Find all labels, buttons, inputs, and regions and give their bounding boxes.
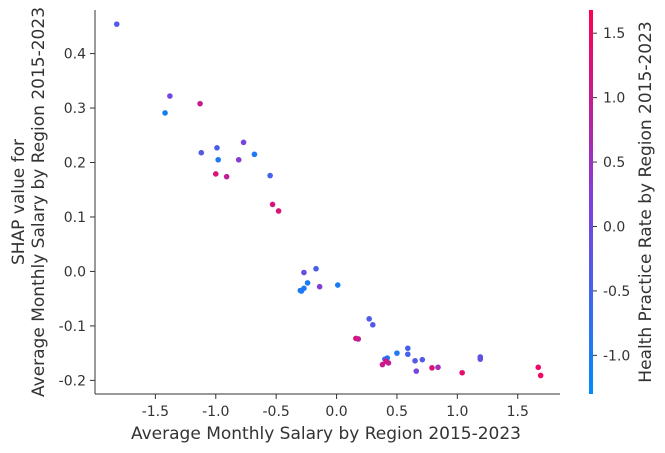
- scatter-point: [269, 201, 276, 208]
- scatter-point: [275, 208, 282, 214]
- colorbar-tick-label: 0.5: [603, 155, 625, 171]
- y-axis-title-line-1: SHAP value for: [9, 139, 29, 265]
- x-tick-label: 0.0: [325, 404, 347, 420]
- scatter-point: [535, 364, 542, 371]
- scatter-point: [379, 361, 386, 368]
- y-tick-label: -0.2: [59, 373, 86, 389]
- scatter-point: [113, 21, 120, 27]
- scatter-points: [113, 21, 544, 379]
- scatter-point: [223, 173, 230, 180]
- scatter-point: [366, 316, 372, 322]
- y-ticks: 0.4 0.3 0.2 0.1 0.0 -0.1 -0.2: [59, 47, 95, 389]
- scatter-point: [413, 368, 420, 374]
- scatter-point: [251, 151, 258, 158]
- y-axis-title: SHAP value for Average Monthly Salary by…: [9, 7, 49, 397]
- x-ticks: -1.5 -1.0 -0.5 0.0 0.5 1.0 1.5: [142, 394, 529, 420]
- scatter-point: [197, 100, 203, 107]
- scatter-point: [405, 351, 411, 358]
- scatter-point: [301, 269, 307, 276]
- scatter-point: [316, 283, 323, 290]
- scatter-point: [477, 356, 484, 362]
- y-tick-label: 0.3: [64, 101, 86, 117]
- y-tick-label: 0.2: [64, 156, 86, 172]
- plot-area: -1.5 -1.0 -0.5 0.0 0.5 1.0 1.5 0.4 0.3 0.2 0.1 0.0…: [59, 10, 560, 420]
- scatter-point: [304, 280, 311, 286]
- y-tick-label: 0.1: [64, 210, 86, 226]
- x-tick-label: 1.0: [446, 404, 468, 420]
- scatter-point: [405, 345, 411, 352]
- scatter-point: [198, 149, 205, 156]
- scatter-point: [334, 282, 341, 288]
- colorbar-tick-label: 0.0: [603, 219, 625, 235]
- colorbar: 1.5 1.0 0.5 0.0 -0.5 -1.0 Health Practice Rat…: [589, 10, 656, 394]
- colorbar-gradient: [589, 10, 593, 394]
- x-tick-label: -0.5: [263, 404, 290, 420]
- y-tick-label: -0.1: [59, 319, 86, 335]
- colorbar-tick-label: -1.0: [603, 348, 630, 364]
- scatter-point: [385, 360, 392, 366]
- scatter-point: [537, 372, 544, 379]
- x-tick-label: -1.0: [202, 404, 229, 420]
- scatter-point: [162, 110, 168, 116]
- y-tick-label: 0.0: [64, 264, 86, 280]
- x-axis-title: Average Monthly Salary by Region 2015-20…: [131, 424, 521, 444]
- scatter-point: [240, 139, 247, 146]
- scatter-point: [212, 171, 219, 177]
- y-tick-label: 0.4: [64, 47, 86, 63]
- scatter-point: [215, 156, 221, 163]
- x-tick-label: -1.5: [142, 404, 169, 420]
- scatter-point: [435, 364, 441, 371]
- scatter-point: [298, 288, 305, 294]
- y-axis-title-line-2: Average Monthly Salary by Region 2015-20…: [29, 7, 49, 397]
- scatter-point: [369, 322, 376, 328]
- scatter-point: [355, 336, 362, 342]
- scatter-point: [214, 145, 220, 151]
- scatter-point: [167, 93, 173, 99]
- scatter-point: [313, 265, 319, 272]
- scatter-point: [394, 350, 400, 356]
- colorbar-title: Health Practice Rate by Region 2015-2023: [636, 21, 656, 382]
- colorbar-tick-label: 1.5: [603, 26, 625, 42]
- colorbar-tick-label: 1.0: [603, 91, 625, 107]
- scatter-point: [419, 356, 426, 363]
- scatter-point: [267, 172, 273, 179]
- scatter-point: [235, 156, 242, 163]
- x-tick-label: 1.5: [507, 404, 529, 420]
- scatter-point: [412, 357, 418, 364]
- colorbar-ticks: 1.5 1.0 0.5 0.0 -0.5 -1.0: [593, 26, 630, 364]
- scatter-point: [429, 365, 435, 371]
- x-tick-label: 0.5: [386, 404, 408, 420]
- scatter-point: [459, 369, 465, 376]
- colorbar-tick-label: -0.5: [603, 284, 630, 300]
